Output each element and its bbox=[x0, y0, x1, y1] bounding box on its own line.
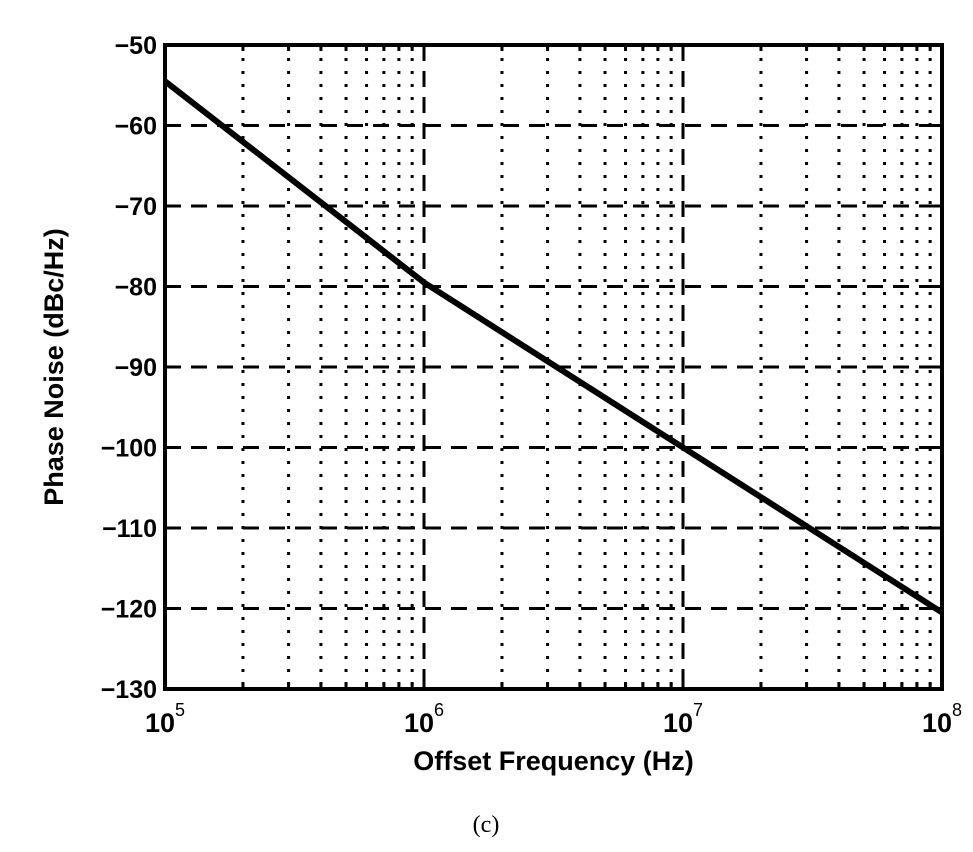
grid-lines bbox=[165, 45, 942, 689]
y-tick-label: −50 bbox=[115, 32, 157, 60]
x-axis-label: Offset Frequency (Hz) bbox=[413, 746, 694, 776]
y-tick-label: −130 bbox=[101, 676, 157, 704]
x-tick-exponent: 8 bbox=[952, 700, 962, 720]
y-axis-label: Phase Noise (dBc/Hz) bbox=[39, 228, 69, 506]
figure-caption: (c) bbox=[473, 812, 500, 838]
x-tick-exponent: 6 bbox=[434, 700, 444, 720]
y-tick-label: −80 bbox=[115, 274, 157, 302]
x-tick-label: 105 bbox=[145, 700, 185, 738]
x-tick-exponent: 5 bbox=[175, 700, 185, 720]
x-tick-exponent: 7 bbox=[693, 700, 703, 720]
x-tick-labels: 105 106 107 108 bbox=[145, 700, 962, 738]
y-tick-label: −110 bbox=[102, 515, 157, 543]
phase-noise-series-line bbox=[163, 78, 944, 616]
x-tick-base: 10 bbox=[922, 708, 952, 738]
y-tick-label: −120 bbox=[101, 596, 157, 624]
x-tick-base: 10 bbox=[663, 708, 693, 738]
y-tick-label: −70 bbox=[115, 193, 157, 221]
x-tick-base: 10 bbox=[145, 708, 175, 738]
x-tick-label: 107 bbox=[663, 700, 703, 738]
x-tick-label: 108 bbox=[922, 700, 962, 738]
series-layer bbox=[163, 78, 944, 616]
y-tick-labels: −130 −120 −110 −100 −90 −80 −70 −60 −50 bbox=[101, 32, 157, 704]
y-tick-label: −100 bbox=[101, 435, 157, 463]
y-tick-label: −90 bbox=[115, 354, 157, 382]
y-tick-label: −60 bbox=[115, 113, 157, 141]
x-tick-base: 10 bbox=[404, 708, 434, 738]
tick-marks bbox=[163, 43, 944, 691]
x-tick-label: 106 bbox=[404, 700, 444, 738]
